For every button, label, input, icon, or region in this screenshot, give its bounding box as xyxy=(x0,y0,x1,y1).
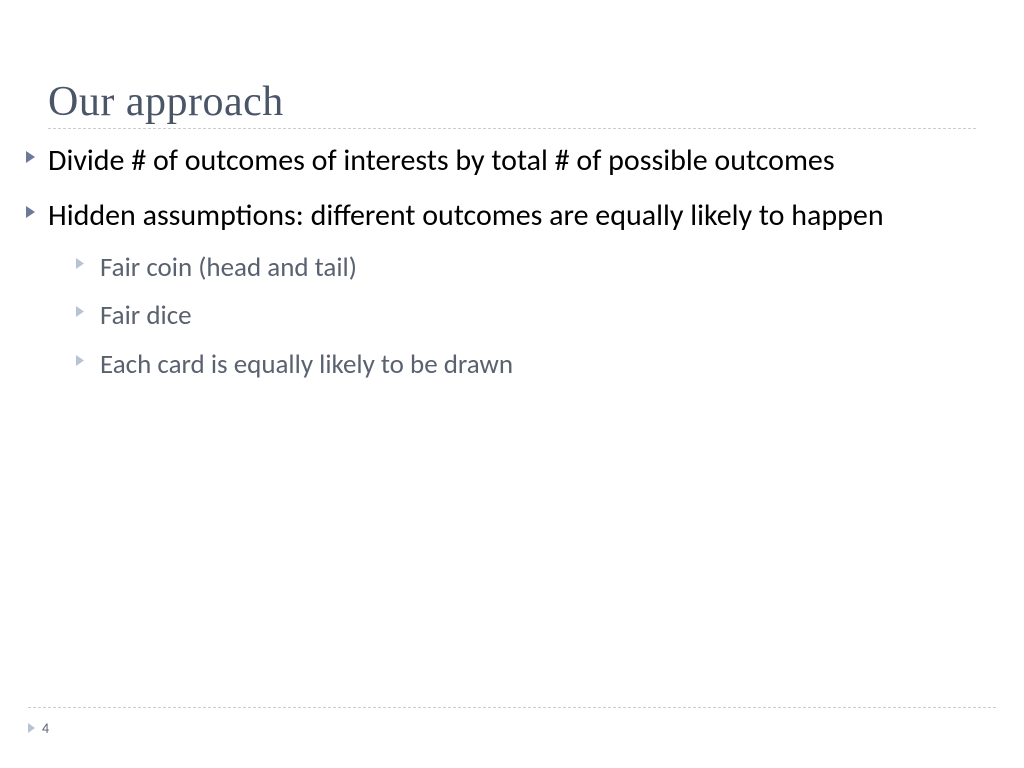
main-bullet-list: Divide # of outcomes of interests by tot… xyxy=(48,141,976,236)
page-number-container: 4 xyxy=(28,719,49,738)
bullet-text: Hidden assumptions: different outcomes a… xyxy=(48,196,884,237)
triangle-bullet-icon xyxy=(28,719,36,738)
triangle-bullet-icon xyxy=(26,151,40,163)
bullet-text: Fair coin (head and tail) xyxy=(100,250,357,286)
triangle-bullet-icon xyxy=(76,306,90,317)
list-item: Hidden assumptions: different outcomes a… xyxy=(48,196,976,237)
bullet-text: Divide # of outcomes of interests by tot… xyxy=(48,141,835,182)
slide-content: Divide # of outcomes of interests by tot… xyxy=(48,137,976,383)
bullet-text: Fair dice xyxy=(100,298,192,334)
footer-divider xyxy=(28,707,996,708)
sub-bullet-list: Fair coin (head and tail) Fair dice Each… xyxy=(76,250,976,383)
triangle-bullet-icon xyxy=(26,206,40,218)
list-item: Divide # of outcomes of interests by tot… xyxy=(48,141,976,182)
slide-container: Our approach Divide # of outcomes of int… xyxy=(0,0,1024,768)
list-item: Fair coin (head and tail) xyxy=(76,250,976,286)
triangle-bullet-icon xyxy=(76,258,90,269)
page-number: 4 xyxy=(42,720,49,737)
list-item: Fair dice xyxy=(76,298,976,334)
triangle-bullet-icon xyxy=(76,355,90,366)
bullet-text: Each card is equally likely to be drawn xyxy=(100,347,513,383)
list-item: Each card is equally likely to be drawn xyxy=(76,347,976,383)
slide-title: Our approach xyxy=(48,78,976,129)
